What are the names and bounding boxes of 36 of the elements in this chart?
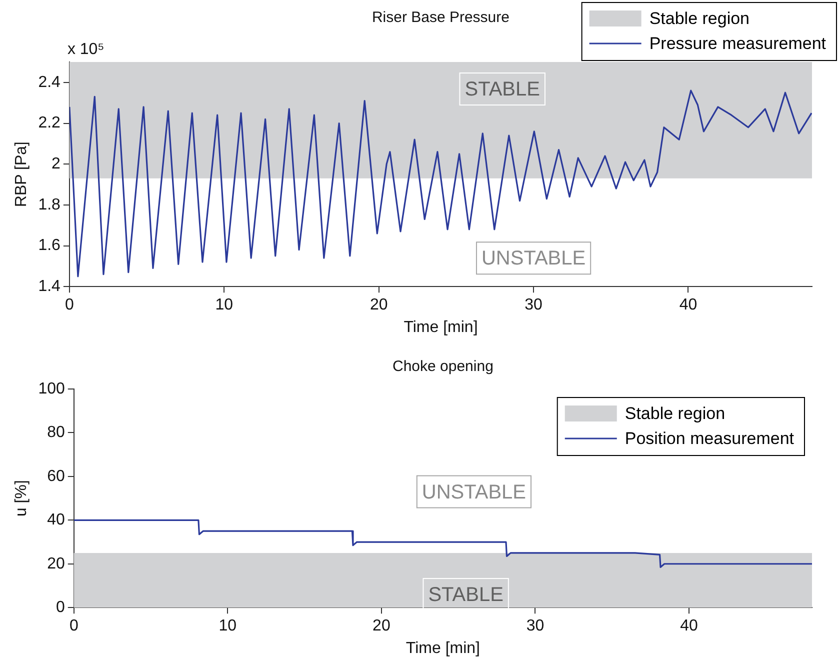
y-tick-label: 20 <box>47 555 65 572</box>
chart-title: Choke opening <box>392 358 494 375</box>
y-tick-label: 1.4 <box>38 278 61 296</box>
x-tick-label: 40 <box>680 618 698 635</box>
y-axis-title: u [%] <box>13 480 30 517</box>
annotation: UNSTABLE <box>422 481 526 504</box>
legend-label: Position measurement <box>624 429 794 448</box>
x-tick-label: 30 <box>526 618 544 635</box>
x-axis-title: Time [min] <box>406 640 480 657</box>
y-tick-label: 40 <box>47 512 65 529</box>
x-tick-label: 10 <box>218 618 237 635</box>
y-axis-title: RBP [Pa] <box>13 142 30 208</box>
x-tick-label: 30 <box>524 296 543 314</box>
x-tick-label: 10 <box>215 296 234 314</box>
y-tick-label: 1.6 <box>38 237 61 254</box>
y-tick-label: 100 <box>38 380 65 398</box>
y-tick-label: 2 <box>52 155 61 172</box>
y-tick-label: 60 <box>47 468 65 485</box>
x-axis-title: Time [min] <box>404 318 478 336</box>
legend-label: Stable region <box>624 404 726 424</box>
legend-label: Stable region <box>649 9 750 28</box>
x-tick-label: 40 <box>679 296 698 314</box>
x-tick-label: 20 <box>372 618 390 635</box>
x-tick-label: 0 <box>69 618 78 635</box>
y-tick-label: 2.2 <box>38 114 61 132</box>
y-tick-label: 2.4 <box>38 74 61 91</box>
y-tick-label: 0 <box>56 599 65 616</box>
text: x 10⁵ <box>67 41 104 58</box>
legend-label: Pressure measurement <box>649 34 826 54</box>
x-tick-label: 20 <box>370 296 388 314</box>
annotation: STABLE <box>464 78 540 100</box>
y-tick-label: 1.8 <box>38 196 61 214</box>
annotation: UNSTABLE <box>481 248 586 270</box>
y-tick-label: 80 <box>47 424 65 442</box>
chart-title: Riser Base Pressure <box>372 9 510 26</box>
annotation: STABLE <box>428 584 504 606</box>
